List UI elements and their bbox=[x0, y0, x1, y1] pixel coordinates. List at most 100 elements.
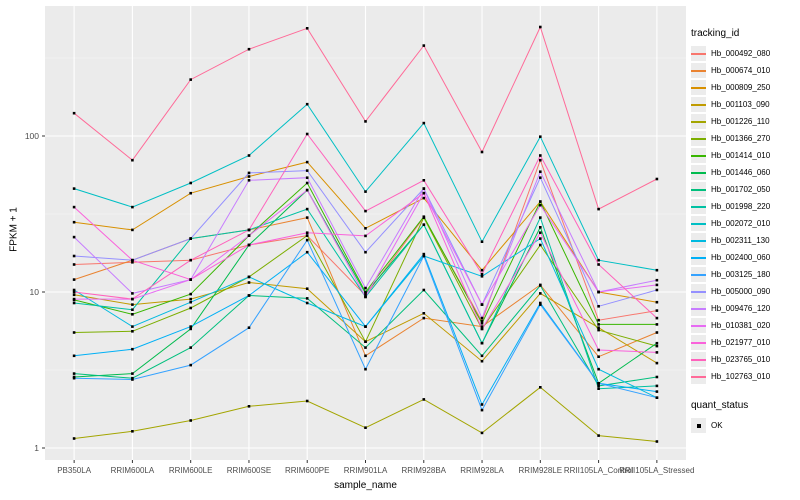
data-point bbox=[539, 154, 542, 157]
legend-item-Hb_021977_010: Hb_021977_010 bbox=[691, 334, 770, 351]
data-point bbox=[364, 367, 367, 371]
data-point bbox=[131, 303, 134, 306]
data-point bbox=[655, 331, 659, 334]
legend-item-label: Hb_001702_050 bbox=[711, 185, 771, 194]
x-axis-title: sample_name bbox=[334, 480, 397, 491]
data-point bbox=[189, 297, 192, 301]
data-point bbox=[480, 275, 484, 278]
x-tick-label: PB350LA bbox=[57, 466, 91, 475]
data-point bbox=[189, 300, 192, 304]
legend-quant-title: quant_status bbox=[691, 400, 749, 411]
legend-tracking-id: tracking_id Hb_000492_080 Hb_000674_010 Hb… bbox=[691, 28, 770, 385]
legend-key-icon bbox=[691, 46, 706, 61]
data-point bbox=[131, 347, 134, 351]
data-point bbox=[597, 384, 600, 388]
x-tick-label: RRII105LA_Control bbox=[564, 466, 634, 475]
legend-item-Hb_009476_120: Hb_009476_120 bbox=[691, 300, 770, 317]
legend-item-label: Hb_002311_130 bbox=[711, 236, 770, 245]
x-tick-label: RRIM928BA bbox=[402, 466, 447, 475]
legend-item-label: Hb_002400_060 bbox=[711, 253, 771, 262]
data-point bbox=[480, 431, 484, 435]
data-point bbox=[480, 240, 484, 243]
legend-item-Hb_001446_060: Hb_001446_060 bbox=[691, 164, 770, 181]
data-point bbox=[364, 227, 367, 230]
legend-item-label: Hb_102763_010 bbox=[711, 372, 771, 381]
legend-item-Hb_001702_050: Hb_001702_050 bbox=[691, 181, 770, 198]
data-point bbox=[131, 372, 134, 375]
x-tick-label: RRIM928LA bbox=[460, 466, 504, 475]
data-point bbox=[597, 326, 600, 329]
data-point bbox=[305, 216, 309, 219]
data-point bbox=[539, 301, 542, 305]
legend-key-icon bbox=[691, 148, 706, 163]
data-point bbox=[305, 132, 309, 136]
data-point bbox=[655, 440, 659, 443]
data-point bbox=[480, 327, 484, 331]
data-point bbox=[131, 378, 134, 381]
data-point bbox=[305, 297, 309, 300]
data-point bbox=[597, 318, 600, 322]
data-point bbox=[189, 419, 192, 422]
data-point bbox=[655, 288, 659, 292]
data-point bbox=[72, 187, 76, 190]
legend-key-icon bbox=[691, 216, 706, 231]
legend-key-icon bbox=[691, 250, 706, 265]
data-point bbox=[131, 430, 134, 433]
data-point bbox=[597, 434, 600, 437]
legend-key-icon bbox=[691, 318, 706, 333]
data-point bbox=[305, 176, 309, 179]
legend-key-icon bbox=[691, 369, 706, 384]
legend-key-icon bbox=[691, 199, 706, 214]
data-point bbox=[189, 346, 192, 349]
legend-key-icon bbox=[691, 63, 706, 78]
data-point bbox=[655, 309, 659, 312]
legend-key-icon bbox=[691, 335, 706, 350]
legend-item-label: Hb_001226_110 bbox=[711, 117, 770, 126]
data-point bbox=[364, 292, 367, 295]
data-point bbox=[422, 179, 426, 182]
data-point bbox=[364, 426, 367, 429]
data-point bbox=[72, 205, 76, 209]
legend-item-label: Hb_003125_180 bbox=[711, 270, 771, 279]
legend-item-label: Hb_023765_010 bbox=[711, 355, 771, 364]
data-point bbox=[189, 363, 192, 367]
data-point bbox=[247, 154, 251, 157]
data-point bbox=[131, 297, 134, 301]
legend-item-label: Hb_001366_270 bbox=[711, 134, 771, 143]
data-point bbox=[189, 306, 192, 310]
data-point bbox=[72, 278, 76, 281]
data-point bbox=[364, 354, 367, 358]
legend-item-Hb_003125_180: Hb_003125_180 bbox=[691, 266, 770, 283]
data-point bbox=[247, 326, 251, 329]
data-point bbox=[422, 254, 426, 258]
data-point bbox=[539, 200, 542, 203]
legend-item-Hb_000492_080: Hb_000492_080 bbox=[691, 45, 770, 62]
legend-item-Hb_005000_090: Hb_005000_090 bbox=[691, 283, 770, 300]
data-point bbox=[305, 238, 309, 242]
data-point bbox=[247, 175, 251, 178]
legend-item-ok: OK bbox=[691, 417, 748, 434]
data-point bbox=[422, 223, 426, 226]
data-point bbox=[72, 331, 76, 334]
data-point bbox=[539, 237, 542, 240]
data-point bbox=[305, 160, 309, 164]
x-tick-label: RRIM600SE bbox=[227, 466, 271, 475]
data-point bbox=[189, 327, 192, 331]
data-point bbox=[364, 346, 367, 349]
data-point bbox=[72, 220, 76, 224]
data-point bbox=[539, 303, 542, 306]
data-point bbox=[655, 177, 659, 181]
legend-item-label: OK bbox=[711, 421, 723, 430]
data-point bbox=[305, 301, 309, 305]
legend-item-Hb_001414_010: Hb_001414_010 bbox=[691, 147, 770, 164]
y-tick-label: 100 bbox=[25, 131, 39, 141]
data-point bbox=[655, 361, 659, 365]
legend-item-label: Hb_001446_060 bbox=[711, 168, 771, 177]
legend-item-label: Hb_005000_090 bbox=[711, 287, 771, 296]
y-tick-label: 10 bbox=[30, 287, 40, 297]
data-point bbox=[305, 207, 309, 211]
data-point bbox=[539, 292, 542, 295]
data-point bbox=[655, 278, 659, 282]
